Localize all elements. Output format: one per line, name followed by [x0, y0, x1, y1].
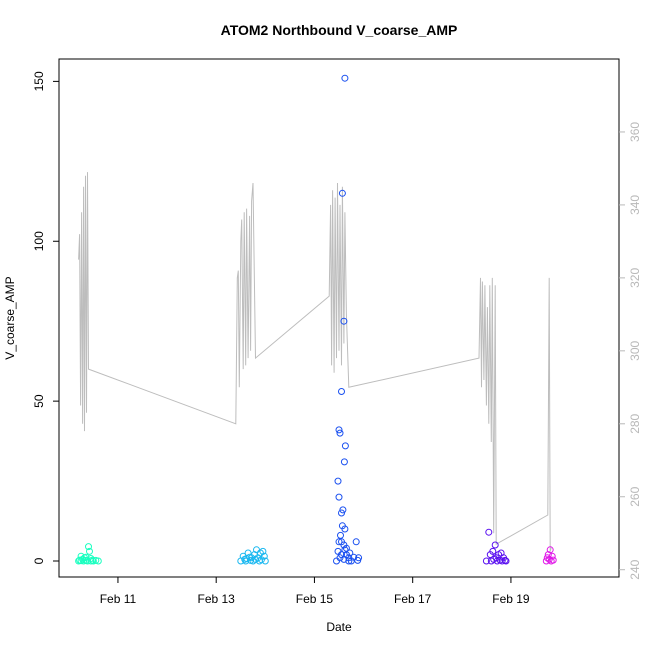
- data-point: [352, 538, 360, 546]
- data-point: [498, 557, 506, 565]
- overlay-line-group: [78, 172, 552, 552]
- data-point: [341, 442, 349, 450]
- y-tick-label: 100: [32, 231, 46, 251]
- data-point: [340, 541, 348, 549]
- scatter-points-group: [75, 74, 557, 565]
- data-point: [544, 551, 552, 559]
- data-point: [546, 546, 554, 554]
- data-point: [337, 531, 344, 539]
- x-tick-label: Feb 17: [394, 592, 432, 606]
- x-axis: Feb 11 Feb 13 Feb 15 Feb 17 Feb 19: [100, 577, 530, 606]
- data-point: [261, 557, 269, 565]
- data-point: [485, 528, 493, 536]
- data-point: [341, 546, 349, 554]
- y-axis-label: V_coarse_AMP: [3, 276, 17, 359]
- data-point: [336, 429, 344, 437]
- data-point: [335, 538, 343, 546]
- data-point: [355, 554, 363, 562]
- y-right-tick-label: 300: [628, 340, 642, 360]
- y-right-tick-label: 260: [628, 486, 642, 506]
- data-point: [338, 388, 345, 395]
- data-point: [259, 547, 267, 555]
- x-axis-label: Date: [326, 620, 352, 634]
- data-point: [549, 556, 557, 564]
- data-point: [342, 551, 350, 559]
- data-point: [341, 74, 349, 82]
- data-point: [85, 543, 92, 551]
- data-point: [338, 189, 346, 197]
- x-tick-label: Feb 15: [296, 592, 334, 606]
- chart-title: ATOM2 Northbound V_coarse_AMP: [221, 22, 458, 38]
- data-point: [87, 555, 95, 562]
- y-tick-label: 150: [32, 71, 46, 91]
- data-point: [340, 317, 348, 325]
- y-tick-label: 0: [32, 557, 46, 564]
- data-point: [335, 493, 343, 501]
- data-point: [87, 557, 95, 565]
- data-point: [257, 556, 265, 564]
- y-right-tick-label: 280: [628, 413, 642, 433]
- y-axis-right: 240 260 280 300 320 340 360: [619, 122, 642, 580]
- x-tick-label: Feb 19: [492, 592, 530, 606]
- data-point: [493, 557, 501, 565]
- data-point: [341, 525, 349, 533]
- data-point: [336, 554, 344, 562]
- data-point: [502, 557, 510, 565]
- x-tick-label: Feb 11: [100, 592, 137, 606]
- x-tick-label: Feb 13: [198, 592, 236, 606]
- y-right-tick-label: 340: [628, 195, 642, 215]
- data-point: [335, 426, 343, 434]
- data-point: [82, 553, 90, 561]
- data-point: [340, 458, 348, 466]
- data-point: [334, 477, 342, 485]
- data-point: [548, 552, 556, 560]
- data-point: [77, 552, 85, 560]
- data-point: [489, 547, 497, 555]
- data-point: [338, 509, 345, 517]
- data-point: [246, 553, 254, 561]
- data-point: [346, 549, 354, 557]
- data-point: [482, 557, 490, 565]
- overlay-series-line: [78, 172, 552, 552]
- y-axis-left: 0 50 100 150: [32, 71, 59, 564]
- y-tick-label: 50: [32, 394, 46, 408]
- data-point: [345, 557, 353, 565]
- y-right-tick-label: 320: [628, 268, 642, 288]
- data-point: [86, 547, 93, 555]
- data-point: [491, 541, 499, 549]
- y-right-tick-label: 360: [628, 122, 642, 142]
- data-point: [94, 557, 102, 565]
- plot-frame: [58, 58, 620, 578]
- y-right-tick-label: 240: [628, 559, 642, 579]
